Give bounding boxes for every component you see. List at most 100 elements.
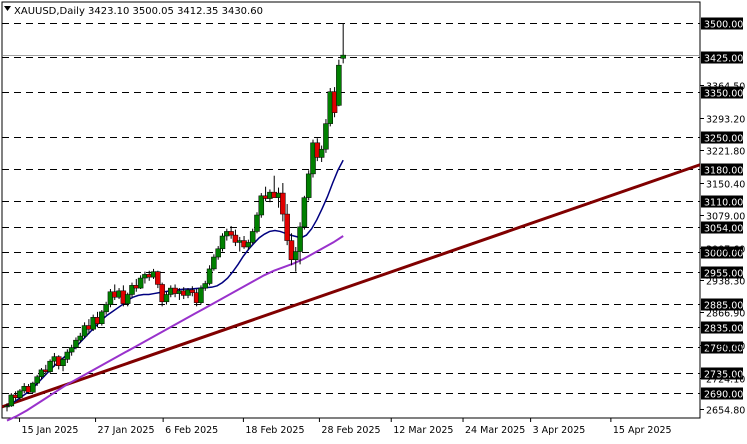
price-level-label: 3250.00 (704, 134, 743, 145)
candle-body (245, 242, 252, 248)
candle-body (17, 390, 23, 398)
candle-body (159, 284, 165, 303)
candle-body (189, 289, 196, 293)
price-level-tag (701, 86, 743, 99)
y-tick-label: 2866.90 (706, 309, 745, 320)
price-level-label: 3350.00 (704, 89, 743, 100)
candle-body (301, 197, 308, 228)
y-tick-label: 3150.40 (706, 180, 745, 191)
price-level-label: 2885.00 (704, 301, 743, 312)
y-tick-label: 3079.00 (706, 212, 745, 223)
y-tick-label: 3293.20 (706, 115, 745, 126)
candle-body (30, 382, 36, 393)
x-tick-label: 15 Apr 2025 (613, 425, 672, 436)
x-tick-label: 6 Feb 2025 (165, 425, 218, 436)
candle-body (107, 291, 114, 305)
candle-body (254, 214, 260, 232)
candle-body (38, 369, 45, 377)
price-level-label: 2690.00 (704, 390, 743, 401)
candle-body (73, 339, 79, 348)
candle-body (284, 213, 290, 241)
candle-body (293, 251, 299, 261)
price-level-label: 2735.00 (704, 370, 743, 381)
candle-body (34, 376, 40, 384)
y-tick-label: 2724.10 (706, 375, 745, 386)
candle-body (198, 287, 204, 303)
candle-body (103, 304, 109, 313)
price-level-tag (701, 367, 743, 380)
y-tick-label: 2654.80 (706, 406, 745, 417)
x-tick-label: 15 Jan 2025 (22, 425, 79, 436)
price-level-label: 3180.00 (704, 166, 743, 177)
y-tick-label: 2938.30 (706, 277, 745, 288)
x-tick-label: 28 Feb 2025 (321, 425, 380, 436)
price-level-label: 3500.00 (704, 20, 743, 31)
triangle-down-icon[interactable] (4, 6, 11, 11)
candle-body (155, 271, 161, 285)
price-level-tag (701, 195, 743, 208)
price-level-tag (701, 321, 743, 334)
price-level-label: 2955.00 (704, 269, 743, 280)
candle-body (129, 285, 135, 295)
candle-body (232, 234, 239, 243)
candle-body (318, 148, 325, 158)
plot-frame (1, 1, 701, 419)
candle-body (305, 173, 312, 198)
price-level-tag (701, 163, 743, 176)
trendline (1, 163, 701, 409)
candle-body (215, 248, 221, 258)
candle-body (288, 240, 295, 261)
x-tick-label: 27 Jan 2025 (98, 425, 155, 436)
candle-body (280, 192, 286, 215)
candle-body (77, 335, 84, 341)
price-level-tag (701, 341, 743, 354)
candle-body (4, 405, 10, 408)
x-tick-label: 12 Mar 2025 (393, 425, 453, 436)
candle-body (99, 311, 105, 324)
x-tick-label: 18 Feb 2025 (245, 425, 304, 436)
x-tick-label: 3 Apr 2025 (533, 425, 586, 436)
price-level-tag (701, 246, 743, 259)
price-level-tag (701, 387, 743, 400)
price-level-tag (701, 221, 743, 234)
candle-body (228, 231, 234, 236)
price-level-tag (701, 17, 743, 30)
price-level-label: 3000.00 (704, 249, 743, 260)
price-level-label: 3054.00 (704, 224, 743, 235)
candle-body (336, 64, 342, 106)
candle-body (124, 294, 131, 304)
y-tick-label: 3221.80 (706, 147, 745, 158)
candle-body (8, 394, 15, 407)
ma-slow-line (6, 235, 344, 422)
price-level-tag (701, 298, 743, 311)
y-tick-label: 3364.50 (706, 82, 745, 93)
candle-body (68, 347, 75, 353)
price-level-label: 2835.00 (704, 324, 743, 335)
price-level-label: 3425.00 (704, 54, 743, 65)
price-level-tag (701, 51, 743, 64)
y-tick-label: 2795.50 (706, 342, 745, 353)
candle-body (81, 325, 88, 337)
candle-body (137, 277, 144, 289)
candle-body (64, 351, 71, 360)
candle-body (249, 231, 256, 243)
candle-body (211, 256, 217, 270)
candle-body (219, 235, 226, 250)
x-tick-label: 24 Mar 2025 (465, 425, 525, 436)
candle-body (163, 294, 170, 303)
chart-ohlc-readout: 3423.10 3500.05 3412.35 3430.60 (88, 6, 263, 17)
y-tick-label: 3007.60 (706, 245, 745, 256)
candle-body (206, 268, 213, 284)
candle-body (297, 226, 303, 252)
candle-body (310, 142, 316, 175)
candle-body (47, 360, 53, 372)
price-level-label: 3110.00 (704, 198, 743, 209)
price-level-tag (701, 266, 743, 279)
candle-body (202, 283, 209, 289)
candle-body (340, 54, 346, 59)
chart-symbol-title: XAUUSD,Daily (14, 6, 85, 17)
candle-body (323, 123, 329, 150)
